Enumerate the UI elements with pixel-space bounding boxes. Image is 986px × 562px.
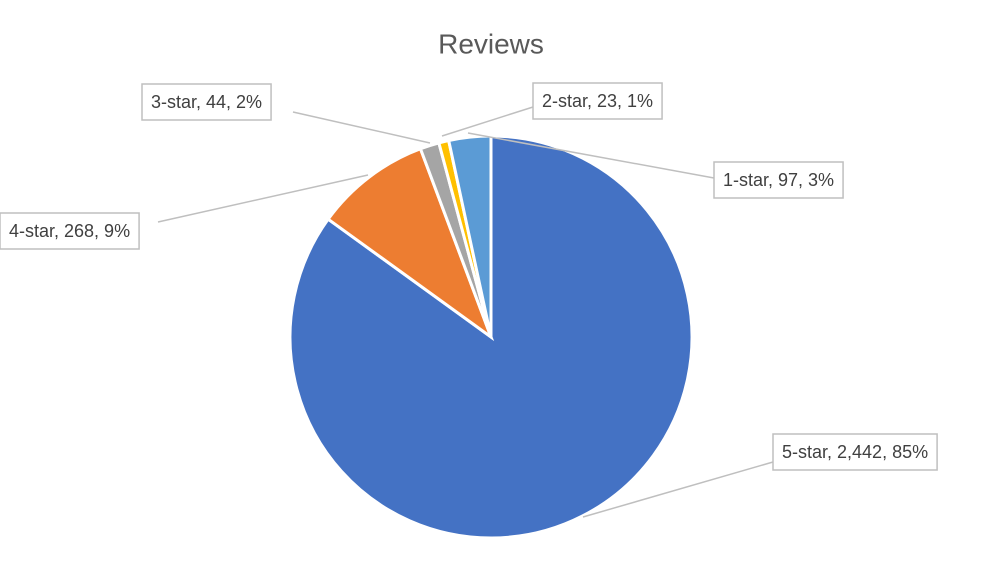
label-box bbox=[532, 82, 663, 120]
data-label: 1-star, 97, 3% bbox=[723, 170, 834, 190]
label-box bbox=[772, 433, 938, 471]
data-label: 5-star, 2,442, 85% bbox=[782, 442, 928, 462]
leader-line bbox=[292, 111, 431, 144]
label-box bbox=[0, 212, 140, 250]
leader-line bbox=[467, 132, 715, 179]
data-label: 3-star, 44, 2% bbox=[151, 92, 262, 112]
pie-slice bbox=[326, 146, 495, 342]
leader-line bbox=[157, 174, 369, 223]
label-box bbox=[141, 83, 272, 121]
data-label: 2-star, 23, 1% bbox=[542, 91, 653, 111]
leader-line bbox=[441, 106, 534, 137]
data-label: 4-star, 268, 9% bbox=[9, 221, 130, 241]
pie-slice bbox=[446, 134, 493, 338]
chart-title: Reviews bbox=[438, 28, 544, 59]
leader-line bbox=[582, 461, 774, 518]
label-box bbox=[713, 161, 844, 199]
